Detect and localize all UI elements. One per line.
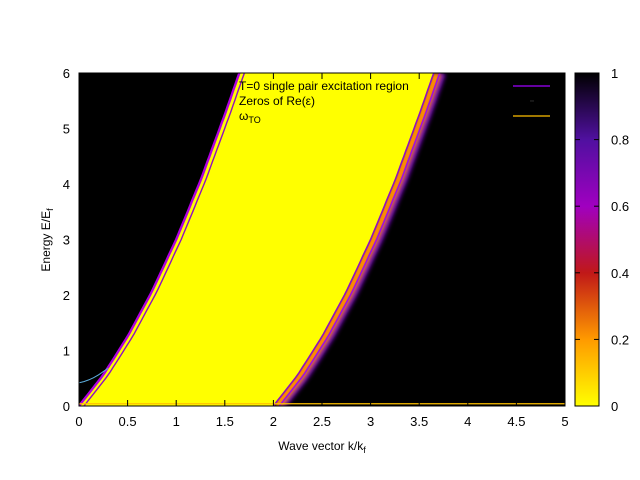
x-tick-label: 2.5 <box>313 414 331 429</box>
y-tick-label: 2 <box>63 288 70 303</box>
y-tick-label: 6 <box>63 66 70 81</box>
x-tick-label: 3.5 <box>410 414 428 429</box>
x-tick-label: 3 <box>367 414 374 429</box>
y-axis-ticks: 0 1 2 3 4 5 6 <box>63 66 565 414</box>
y-tick-label: 1 <box>63 344 70 359</box>
colorbar-tick-label: 0.2 <box>611 332 629 347</box>
band-lower-halo-orange <box>272 73 442 406</box>
colorbar-tick-label: 0 <box>611 399 618 414</box>
x-tick-label: 1.5 <box>216 414 234 429</box>
colorbar-tick-label: 0.8 <box>611 133 629 148</box>
upper-boundary-inner-line <box>83 73 246 406</box>
colorbar-tick-label: 0.4 <box>611 266 629 281</box>
x-tick-label: 0 <box>75 414 82 429</box>
y-tick-label: 5 <box>63 122 70 137</box>
upper-boundary-line <box>79 73 241 406</box>
colorbar-ticks: 0 0.2 0.4 0.6 0.8 1 <box>575 66 629 414</box>
y-tick-label: 3 <box>63 233 70 248</box>
x-axis-label: Wave vector k/kf <box>278 439 366 455</box>
x-tick-label: 5 <box>561 414 568 429</box>
x-tick-label: 1 <box>173 414 180 429</box>
x-tick-label: 4.5 <box>507 414 525 429</box>
lower-boundary-outer-line <box>278 73 441 406</box>
legend: T=0 single pair excitation region Zeros … <box>239 79 550 125</box>
legend-entry-label-1: Zeros of Re(ε) <box>239 94 315 108</box>
excitation-region <box>79 73 434 406</box>
legend-sample-zeros <box>530 100 534 102</box>
x-tick-label: 2 <box>270 414 277 429</box>
excitation-band-layer <box>79 73 446 406</box>
zeros-of-re-eps-line <box>79 367 109 384</box>
lower-boundary-line <box>272 73 435 406</box>
y-tick-label: 4 <box>63 177 70 192</box>
y-tick-label: 0 <box>63 399 70 414</box>
y-axis-label: Energy E/Ef <box>39 208 55 272</box>
x-axis-ticks: 0 0.5 1 1.5 2 2.5 3 3.5 4 4.5 5 <box>75 73 569 429</box>
colorbar <box>574 72 600 407</box>
legend-entry-label-0: T=0 single pair excitation region <box>239 79 409 93</box>
colorbar-tick-label: 0.6 <box>611 199 629 214</box>
colorbar-tick-label: 1 <box>611 66 618 81</box>
x-tick-label: 0.5 <box>119 414 137 429</box>
legend-entry-label-2: ωTO <box>239 109 261 125</box>
x-tick-label: 4 <box>464 414 471 429</box>
